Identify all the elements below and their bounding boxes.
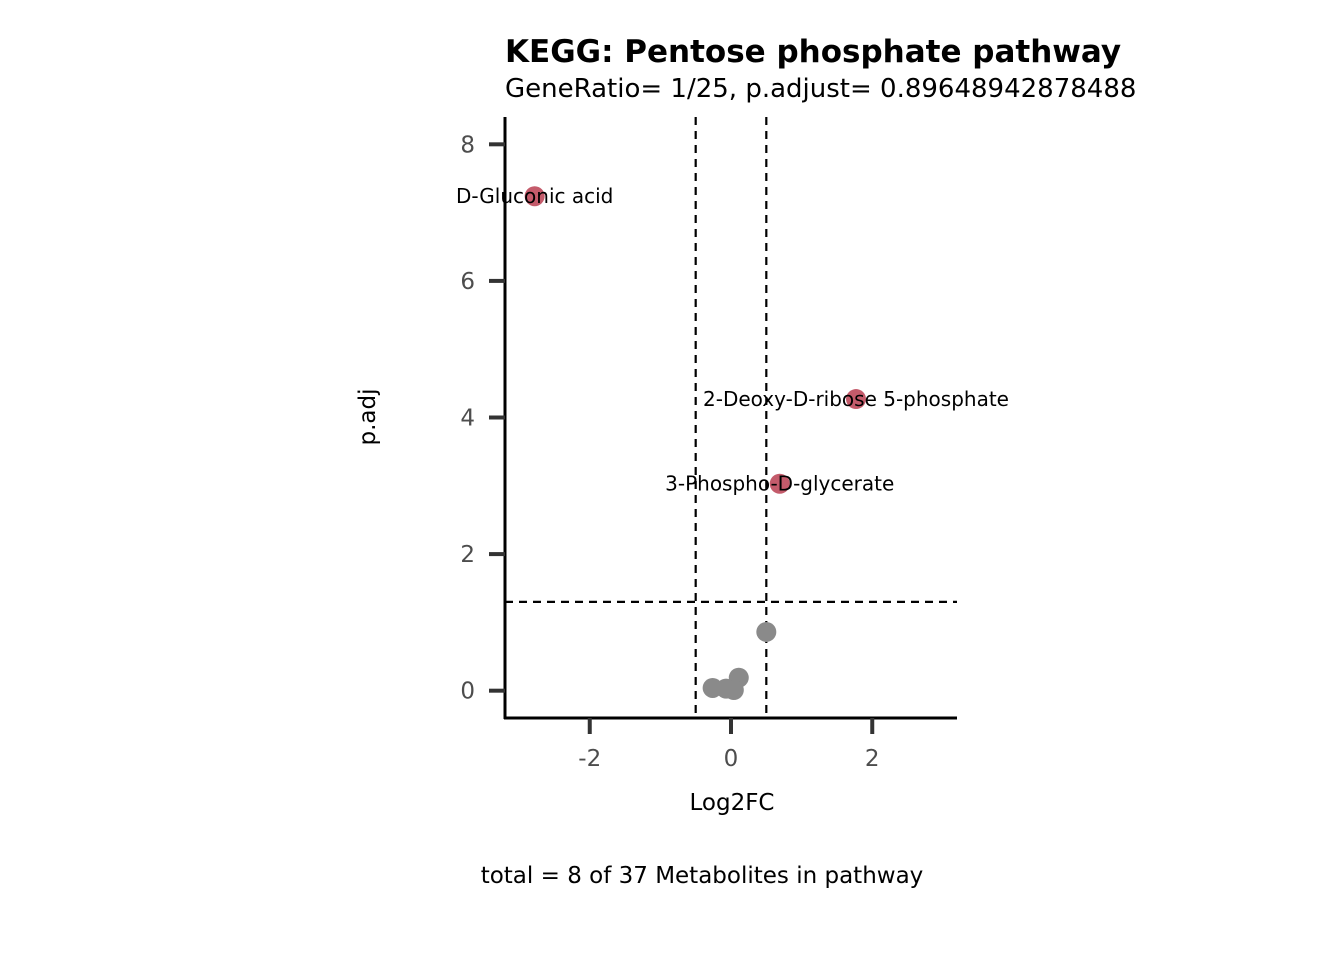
significant-point (524, 186, 545, 207)
point-label: D-Gluconic acid (456, 184, 613, 208)
point-label: 2-Deoxy-D-ribose 5-phosphate (703, 387, 1009, 411)
x-tick-label: 2 (865, 746, 880, 772)
chart-subtitle: GeneRatio= 1/25, p.adjust= 0.89648942878… (505, 74, 1136, 104)
y-tick-label: 2 (460, 542, 475, 568)
y-tick-label: 6 (460, 269, 475, 295)
x-axis-title: Log2FC (689, 790, 774, 816)
plot-area: 0 2 4 6 8 -2 0 2 D-Gluconic acid 2-Deoxy-D-ribose… (456, 117, 1009, 772)
significant-point (846, 389, 867, 410)
non-significant-point (756, 621, 777, 642)
x-tick-label: 0 (724, 746, 739, 772)
x-tick-label: -2 (578, 746, 601, 772)
significant-point (769, 473, 790, 494)
chart-caption: total = 8 of 37 Metabolites in pathway (481, 863, 924, 889)
non-significant-point (723, 679, 744, 700)
y-tick-label: 4 (460, 406, 475, 432)
chart-title: KEGG: Pentose phosphate pathway (505, 34, 1121, 70)
y-tick-label: 8 (460, 132, 475, 158)
point-label: 3-Phospho-D-glycerate (665, 472, 894, 496)
y-tick-label: 0 (460, 679, 475, 705)
y-axis-title: p.adj (355, 389, 381, 446)
